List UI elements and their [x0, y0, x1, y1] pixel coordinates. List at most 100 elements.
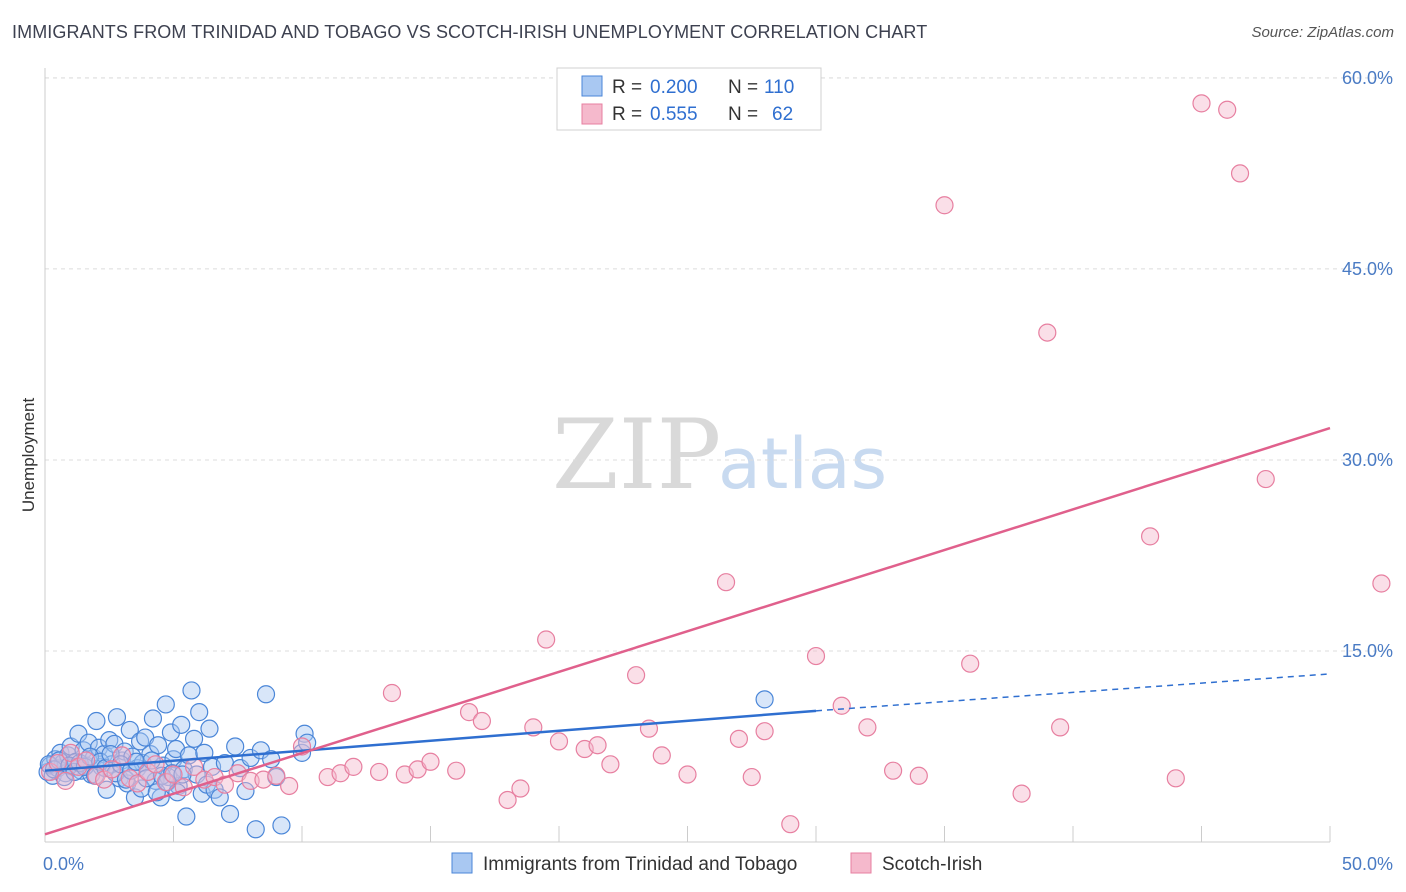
scotch-irish-point [626, 666, 646, 685]
legend-n-value-1: 110 [764, 77, 794, 98]
legend-n-label-1: N = [728, 77, 758, 98]
scotch-irish-point [742, 767, 761, 787]
scotch-irish-point [241, 771, 260, 790]
scotch-irish-point [95, 770, 114, 789]
source-credit: Source: ZipAtlas.com [1251, 24, 1394, 41]
scotch-irish-point [77, 751, 96, 770]
legend-swatch-pink [581, 103, 603, 125]
scotch-irish-point [806, 646, 826, 666]
scotch-irish-point [1038, 323, 1057, 342]
scotch-irish-point [652, 746, 671, 765]
watermark-zip: ZIP [552, 399, 721, 511]
y-tick-label: 60.0% [1342, 68, 1393, 88]
correlation-legend: R = 0.200 N = 110 R = 0.555 N = 62 [556, 67, 822, 131]
trinidad-point [107, 708, 127, 727]
scotch-irish-point [961, 654, 980, 673]
scotch-irish-point [472, 711, 491, 731]
y-tick-labels: 15.0% 30.0% 45.0% 60.0% [1342, 68, 1393, 661]
scotch-irish-point [382, 683, 402, 703]
chart-title: IMMIGRANTS FROM TRINIDAD AND TOBAGO VS S… [12, 22, 928, 42]
scotch-irish-point [1012, 784, 1031, 803]
bottom-legend-swatch-pink [850, 852, 872, 874]
scotch-irish-point [146, 755, 165, 774]
trinidad-point [190, 703, 209, 722]
x-tick-label: 50.0% [1342, 854, 1393, 874]
trinidad-point [200, 719, 219, 738]
trinidad-point [120, 720, 139, 740]
scotch-irish-point [781, 815, 800, 834]
watermark-atlas: atlas [718, 423, 887, 505]
scotch-irish-point [716, 573, 736, 592]
axes [44, 68, 1331, 843]
trend-lines [44, 426, 1331, 836]
scotch-irish-point [156, 773, 175, 792]
scotch-irish-point [447, 761, 466, 780]
scotch-irish-point [883, 761, 903, 780]
trinidad-trend-extension [815, 673, 1331, 712]
legend-n-label-2: N = [728, 104, 758, 125]
legend-r-label-2: R = [612, 104, 642, 125]
trinidad-point [143, 709, 163, 728]
scotch-irish-point [755, 722, 774, 741]
trinidad-point [220, 804, 240, 824]
trinidad-point [148, 736, 168, 755]
trinidad-point [156, 695, 175, 714]
scotch-irish-point [102, 760, 121, 779]
trinidad-point [256, 685, 276, 704]
trinidad-point [182, 681, 201, 700]
scotch-irish-point [128, 774, 147, 793]
trinidad-point [272, 816, 291, 835]
scotch-irish-point [1230, 164, 1250, 183]
legend-swatch-blue [581, 75, 603, 97]
trinidad-point [172, 715, 191, 734]
scotch-irish-point [549, 732, 569, 751]
scotch-irish-point [1372, 574, 1391, 593]
x-tick-label: 0.0% [43, 854, 84, 874]
trinidad-point [236, 781, 255, 801]
y-axis-label: Unemployment [19, 398, 38, 513]
x-tick-labels: 0.0% 50.0% [43, 854, 1393, 874]
scotch-irish-point [56, 771, 75, 790]
y-tick-label: 15.0% [1342, 641, 1393, 661]
scotch-irish-point [678, 765, 697, 784]
scotch-irish-point [48, 753, 67, 773]
trinidad-point [177, 807, 196, 826]
scotch-irish-point [1166, 769, 1185, 788]
scotch-irish-point [459, 703, 479, 722]
scotch-irish-point [344, 757, 363, 776]
scotch-irish-point [601, 755, 620, 774]
bottom-legend-label-1: Immigrants from Trinidad and Tobago [483, 854, 797, 875]
scotch-irish-point [832, 696, 851, 715]
y-tick-label: 45.0% [1342, 259, 1393, 279]
trinidad-trend-line [44, 709, 817, 772]
scotch-irish-point [61, 743, 80, 762]
scotch-irish-point [858, 718, 877, 737]
scotch-irish-point [1140, 527, 1160, 546]
trinidad-point [87, 711, 106, 731]
scotch-irish-point [370, 762, 389, 782]
scotch-irish-point [498, 790, 517, 810]
scotch-irish-point [421, 752, 440, 771]
scotch-irish-point [1256, 469, 1275, 489]
trinidad-point [184, 729, 204, 748]
scotch-irish-point [511, 779, 530, 798]
scotch-irish-point [729, 729, 749, 748]
trinidad-point [226, 737, 245, 756]
bottom-legend-label-2: Scotch-Irish [882, 854, 982, 875]
scotch-irish-point [1218, 100, 1237, 119]
bottom-legend-swatch-blue [451, 852, 473, 874]
series-trinidad-points [38, 681, 774, 839]
trinidad-point [161, 723, 181, 742]
scotch-irish-point [280, 776, 299, 796]
scotch-irish-point [164, 765, 183, 784]
series-legend: Immigrants from Trinidad and Tobago Scot… [451, 852, 982, 875]
scotch-irish-point [267, 766, 286, 785]
scotch-irish-point [588, 736, 607, 755]
trinidad-point [755, 690, 774, 709]
scotch-irish-trend-line [44, 426, 1331, 836]
scotch-irish-point [112, 746, 132, 765]
legend-n-value-2: 62 [772, 104, 793, 125]
y-tick-label: 30.0% [1342, 450, 1393, 470]
scotch-irish-point [935, 196, 954, 215]
